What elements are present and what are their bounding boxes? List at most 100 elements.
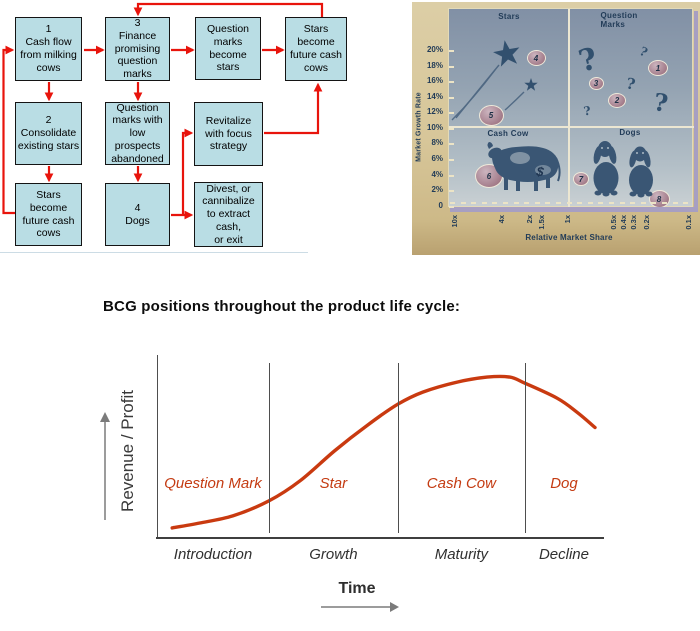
x-tick-mark	[460, 202, 466, 204]
x-tick-mark	[609, 202, 614, 204]
region-label-cash-cow: Cash Cow	[426, 475, 496, 492]
x-tick-mark	[545, 202, 551, 204]
region-label-star: Star	[319, 475, 348, 492]
x-tick-mark	[566, 202, 572, 204]
chart-x-axis-line	[156, 537, 604, 539]
arrow-top-feedback-loop	[133, 2, 324, 17]
y-tick-label: 12%	[426, 107, 443, 117]
x-tick-mark	[587, 202, 593, 204]
y-axis-label: Revenue / Profit	[118, 390, 137, 512]
flow-box-dogs: 4 Dogs	[105, 183, 170, 246]
x-tick-mark	[630, 202, 636, 204]
stage-label-introduction: Introduction	[173, 546, 253, 563]
stage-label-maturity: Maturity	[434, 546, 489, 563]
x-tick-mark	[471, 202, 477, 204]
flow-box-consolidate: 2 Consolidate existing stars	[15, 102, 82, 165]
stage-label-decline: Decline	[538, 546, 589, 563]
bcg-bubble-7: 7	[573, 172, 589, 186]
y-tick-mark	[449, 143, 454, 146]
y-tick-mark	[449, 190, 454, 193]
lifecycle-title: BCG positions throughout the product lif…	[103, 298, 461, 315]
y-tick-label: 20%	[426, 45, 443, 54]
x-tick-label: 4x	[497, 215, 506, 224]
flow-box-qmarks-abandoned: Question marks with low prospects abando…	[105, 102, 170, 165]
quadrant-label-stars: Stars	[498, 12, 520, 21]
y-tick-label: 8%	[431, 138, 443, 148]
flow-box-stars-to-cows: Stars become future cash cows	[285, 17, 347, 81]
y-tick-label: 6%	[431, 153, 443, 163]
plot-shadow-bottom	[450, 207, 698, 212]
phase-divider	[397, 363, 399, 533]
x-tick-label: 0.1x	[684, 215, 693, 230]
flow-box-cash-flow: 1 Cash flow from milking cows	[15, 17, 82, 81]
y-tick-mark	[449, 96, 454, 99]
bcg-bubble-1: 1	[648, 60, 668, 76]
stage-label-growth: Growth	[309, 546, 358, 563]
region-label-dog: Dog	[550, 475, 578, 492]
quadrant-label-cash-cow: Cash Cow	[487, 129, 529, 138]
bcg-x-axis-title: Relative Market Share	[525, 233, 613, 242]
x-tick-mark	[640, 202, 646, 204]
y-tick-label: 10%	[426, 122, 443, 132]
y-tick-mark	[449, 158, 454, 161]
bcg-y-axis-title: Market Growth Rate	[415, 92, 423, 162]
y-tick-mark	[449, 81, 454, 84]
y-tick-mark	[449, 205, 454, 208]
region-label-question-mark: Question Mark	[164, 475, 262, 492]
quadrant-label-dogs: Dogs	[619, 128, 641, 137]
chart-left-boundary	[157, 355, 158, 538]
x-tick-mark	[577, 202, 583, 204]
bcg-bubble-3: 3	[588, 76, 604, 90]
x-tick-mark	[651, 202, 657, 204]
x-tick-mark	[598, 202, 604, 204]
bcg-bubble-5: 5	[478, 104, 504, 126]
flow-box-qmarks-to-stars: Question marks become stars	[195, 17, 261, 80]
x-tick-mark	[481, 202, 487, 204]
y-tick-label: 18%	[426, 60, 443, 70]
y-tick-label: 16%	[426, 76, 443, 86]
arrow-revitalize-to-stars	[264, 82, 323, 135]
arrow-dogs-to-revitalize	[181, 128, 194, 215]
arrow-left-feedback-loop	[2, 45, 15, 215]
bcg-bubble-2: 2	[608, 92, 626, 108]
flowchart-bottom-divider	[0, 252, 308, 253]
x-tick-mark	[503, 202, 508, 204]
x-tick-mark	[513, 202, 519, 204]
x-tick-mark	[450, 202, 455, 204]
quadrant-divider-vertical	[568, 9, 570, 208]
strategy-flowchart: 1 Cash flow from milking cows 3 Finance …	[0, 0, 360, 256]
x-tick-label: 0.3x	[629, 215, 638, 230]
y-tick-label: 4%	[431, 169, 443, 179]
y-tick-label: 14%	[426, 91, 443, 101]
y-tick-label: 2%	[431, 185, 443, 195]
x-tick-mark	[524, 202, 530, 204]
lifecycle-chart: BCG positions throughout the product lif…	[0, 290, 700, 631]
x-tick-mark	[619, 202, 625, 204]
y-tick-mark	[449, 127, 454, 130]
x-tick-mark	[662, 202, 667, 204]
x-tick-mark	[492, 202, 498, 204]
x-tick-mark	[534, 202, 540, 204]
y-axis-arrow-icon	[100, 412, 110, 520]
x-tick-mark	[683, 202, 689, 204]
bcg-bubble-4: 4	[526, 50, 546, 66]
lifecycle-curve	[170, 374, 597, 530]
y-tick-mark	[449, 65, 454, 68]
x-tick-label: 0.2x	[642, 215, 651, 230]
plot-shadow-right	[694, 11, 698, 212]
flow-box-divest: Divest, or cannibalize to extract cash, …	[194, 182, 263, 247]
y-tick-mark	[449, 174, 454, 177]
x-tick-mark	[556, 202, 561, 204]
y-tick-label: 0	[438, 200, 443, 210]
flow-box-stars-future-cows: Stars become future cash cows	[15, 183, 82, 246]
x-tick-label: 10x	[450, 215, 459, 228]
phase-divider	[268, 363, 270, 533]
flow-box-finance-qmarks: 3 Finance promising question marks	[105, 17, 170, 81]
bcg-bubble-8: 8	[648, 190, 670, 208]
y-tick-mark	[449, 50, 454, 52]
phase-divider	[524, 363, 526, 533]
x-tick-mark	[672, 202, 678, 204]
time-arrow-icon	[321, 602, 399, 612]
